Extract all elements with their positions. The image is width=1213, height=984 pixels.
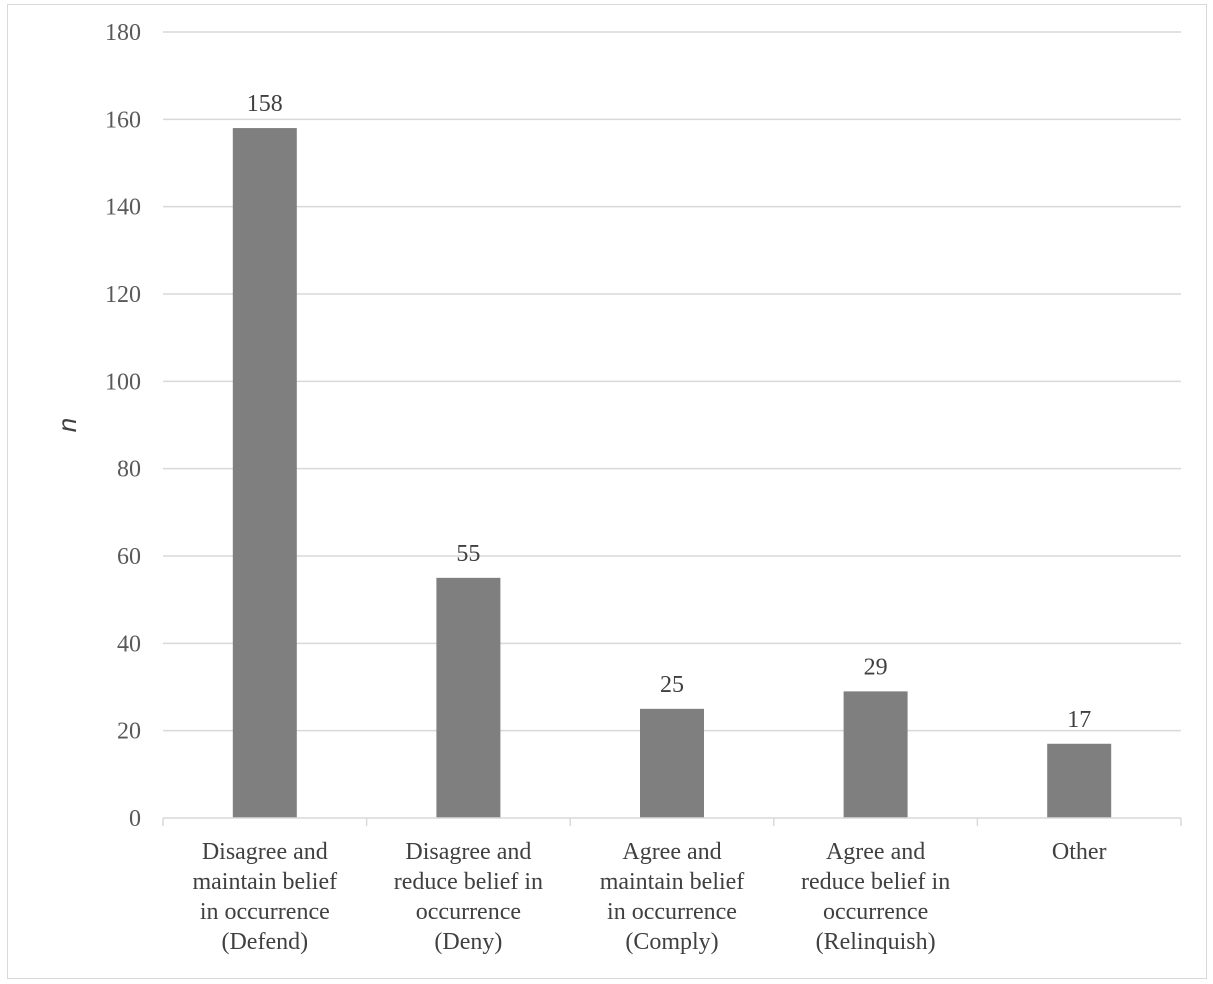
category-label-line: in occurrence — [200, 899, 330, 925]
y-tick-label: 40 — [117, 631, 141, 657]
category-label-line: in occurrence — [607, 899, 737, 925]
category-label-line: (Deny) — [434, 929, 502, 955]
y-tick-label: 20 — [117, 719, 141, 745]
y-tick-label: 120 — [105, 282, 141, 308]
category-label-line: occurrence — [823, 899, 928, 925]
x-axis-category-labels: Disagree and maintain belief in occurrence… — [192, 839, 1106, 955]
category-label: Disagree and reduce belief in occurrence (D… — [394, 839, 543, 955]
category-label-line: maintain belief — [600, 869, 745, 895]
bar — [640, 708, 704, 818]
bar — [232, 128, 297, 819]
data-labels: 158 55 25 29 17 — [247, 91, 1091, 733]
category-label-line: Disagree and — [202, 839, 328, 865]
category-label-line: (Comply) — [625, 929, 718, 955]
bar — [843, 691, 908, 818]
x-axis — [162, 817, 1182, 826]
y-axis-tick-labels: 0 20 40 60 80 100 120 140 160 180 — [105, 20, 141, 832]
category-label: Agree and reduce belief in occurrence (Reli… — [801, 839, 950, 955]
bars — [232, 128, 1112, 819]
y-axis-title: n — [52, 418, 82, 432]
y-tick-label: 60 — [117, 544, 141, 570]
y-tick-label: 100 — [105, 369, 141, 395]
category-label-line: Agree and — [826, 839, 925, 865]
data-label: 55 — [456, 541, 480, 567]
data-label: 17 — [1067, 707, 1091, 733]
category-label-line: Agree and — [622, 839, 721, 865]
y-tick-label: 160 — [105, 107, 141, 133]
category-label-line: Disagree and — [405, 839, 531, 865]
data-label: 29 — [864, 654, 888, 680]
data-label: 158 — [247, 91, 283, 117]
y-tick-label: 0 — [129, 806, 141, 832]
category-label-line: occurrence — [416, 899, 521, 925]
category-label-line: (Defend) — [221, 929, 308, 955]
category-label-line: reduce belief in — [801, 869, 950, 895]
category-label: Disagree and maintain belief in occurrence… — [192, 839, 337, 955]
y-tick-label: 140 — [105, 195, 141, 221]
category-label-line: maintain belief — [192, 869, 337, 895]
category-label-line: Other — [1052, 839, 1107, 865]
category-label-line: (Relinquish) — [816, 929, 936, 955]
y-tick-label: 80 — [117, 457, 141, 483]
gridlines — [163, 31, 1181, 732]
chart-frame — [7, 4, 1207, 979]
y-tick-label: 180 — [105, 20, 141, 46]
category-label: Other — [1052, 839, 1107, 865]
bar — [436, 577, 501, 818]
category-label-line: reduce belief in — [394, 869, 543, 895]
data-label: 25 — [660, 672, 684, 698]
bar — [1047, 743, 1112, 818]
category-label: Agree and maintain belief in occurrence (Co… — [600, 839, 745, 955]
